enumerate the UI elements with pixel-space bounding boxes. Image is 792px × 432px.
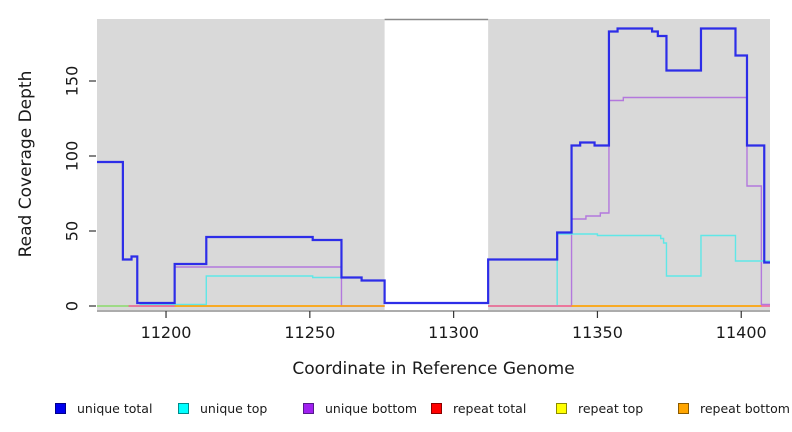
y-tick-label: 50 (63, 221, 82, 241)
plot-panel-left (97, 19, 385, 310)
x-tick-label: 11400 (716, 323, 767, 342)
x-axis-title: Coordinate in Reference Genome (292, 359, 575, 379)
legend-item-unique-total: unique total (55, 401, 152, 416)
y-tick-label: 100 (63, 141, 82, 172)
x-tick-label: 11300 (428, 323, 479, 342)
coverage-plot: 11200 11250 11300 11350 11400 0 50 100 150 (63, 18, 770, 342)
plot-panel-right (488, 19, 770, 310)
y-tick-label: 0 (63, 301, 82, 311)
y-tick-label: 150 (63, 66, 82, 97)
legend-swatch-unique-top (178, 403, 189, 414)
legend-swatch-repeat-total (431, 403, 442, 414)
legend-label: unique total (77, 401, 153, 416)
legend-swatch-unique-total (55, 403, 66, 414)
legend-item-unique-bottom: unique bottom (303, 401, 417, 416)
legend-swatch-repeat-top (556, 403, 567, 414)
legend-label: unique top (200, 401, 268, 416)
x-tick-label: 11250 (284, 323, 335, 342)
legend-item-unique-top: unique top (178, 401, 267, 416)
legend-swatch-unique-bottom (303, 403, 314, 414)
legend-label: unique bottom (325, 401, 418, 416)
series-line-unique-bottom (488, 96, 770, 307)
x-tick-label: 11200 (141, 323, 192, 342)
legend-swatch-repeat-bottom (678, 403, 689, 414)
series-line-unique-total (97, 27, 770, 305)
legend-item-repeat-top: repeat top (556, 401, 643, 416)
legend-label: repeat top (578, 401, 644, 416)
legend-label: repeat bottom (700, 401, 790, 416)
x-tick-label: 11350 (572, 323, 623, 342)
legend-item-repeat-total: repeat total (431, 401, 526, 416)
legend-item-repeat-bottom: repeat bottom (678, 401, 790, 416)
y-axis-title: Read Coverage Depth (16, 70, 36, 258)
series-line-unique-top (488, 233, 770, 307)
legend-label: repeat total (453, 401, 527, 416)
